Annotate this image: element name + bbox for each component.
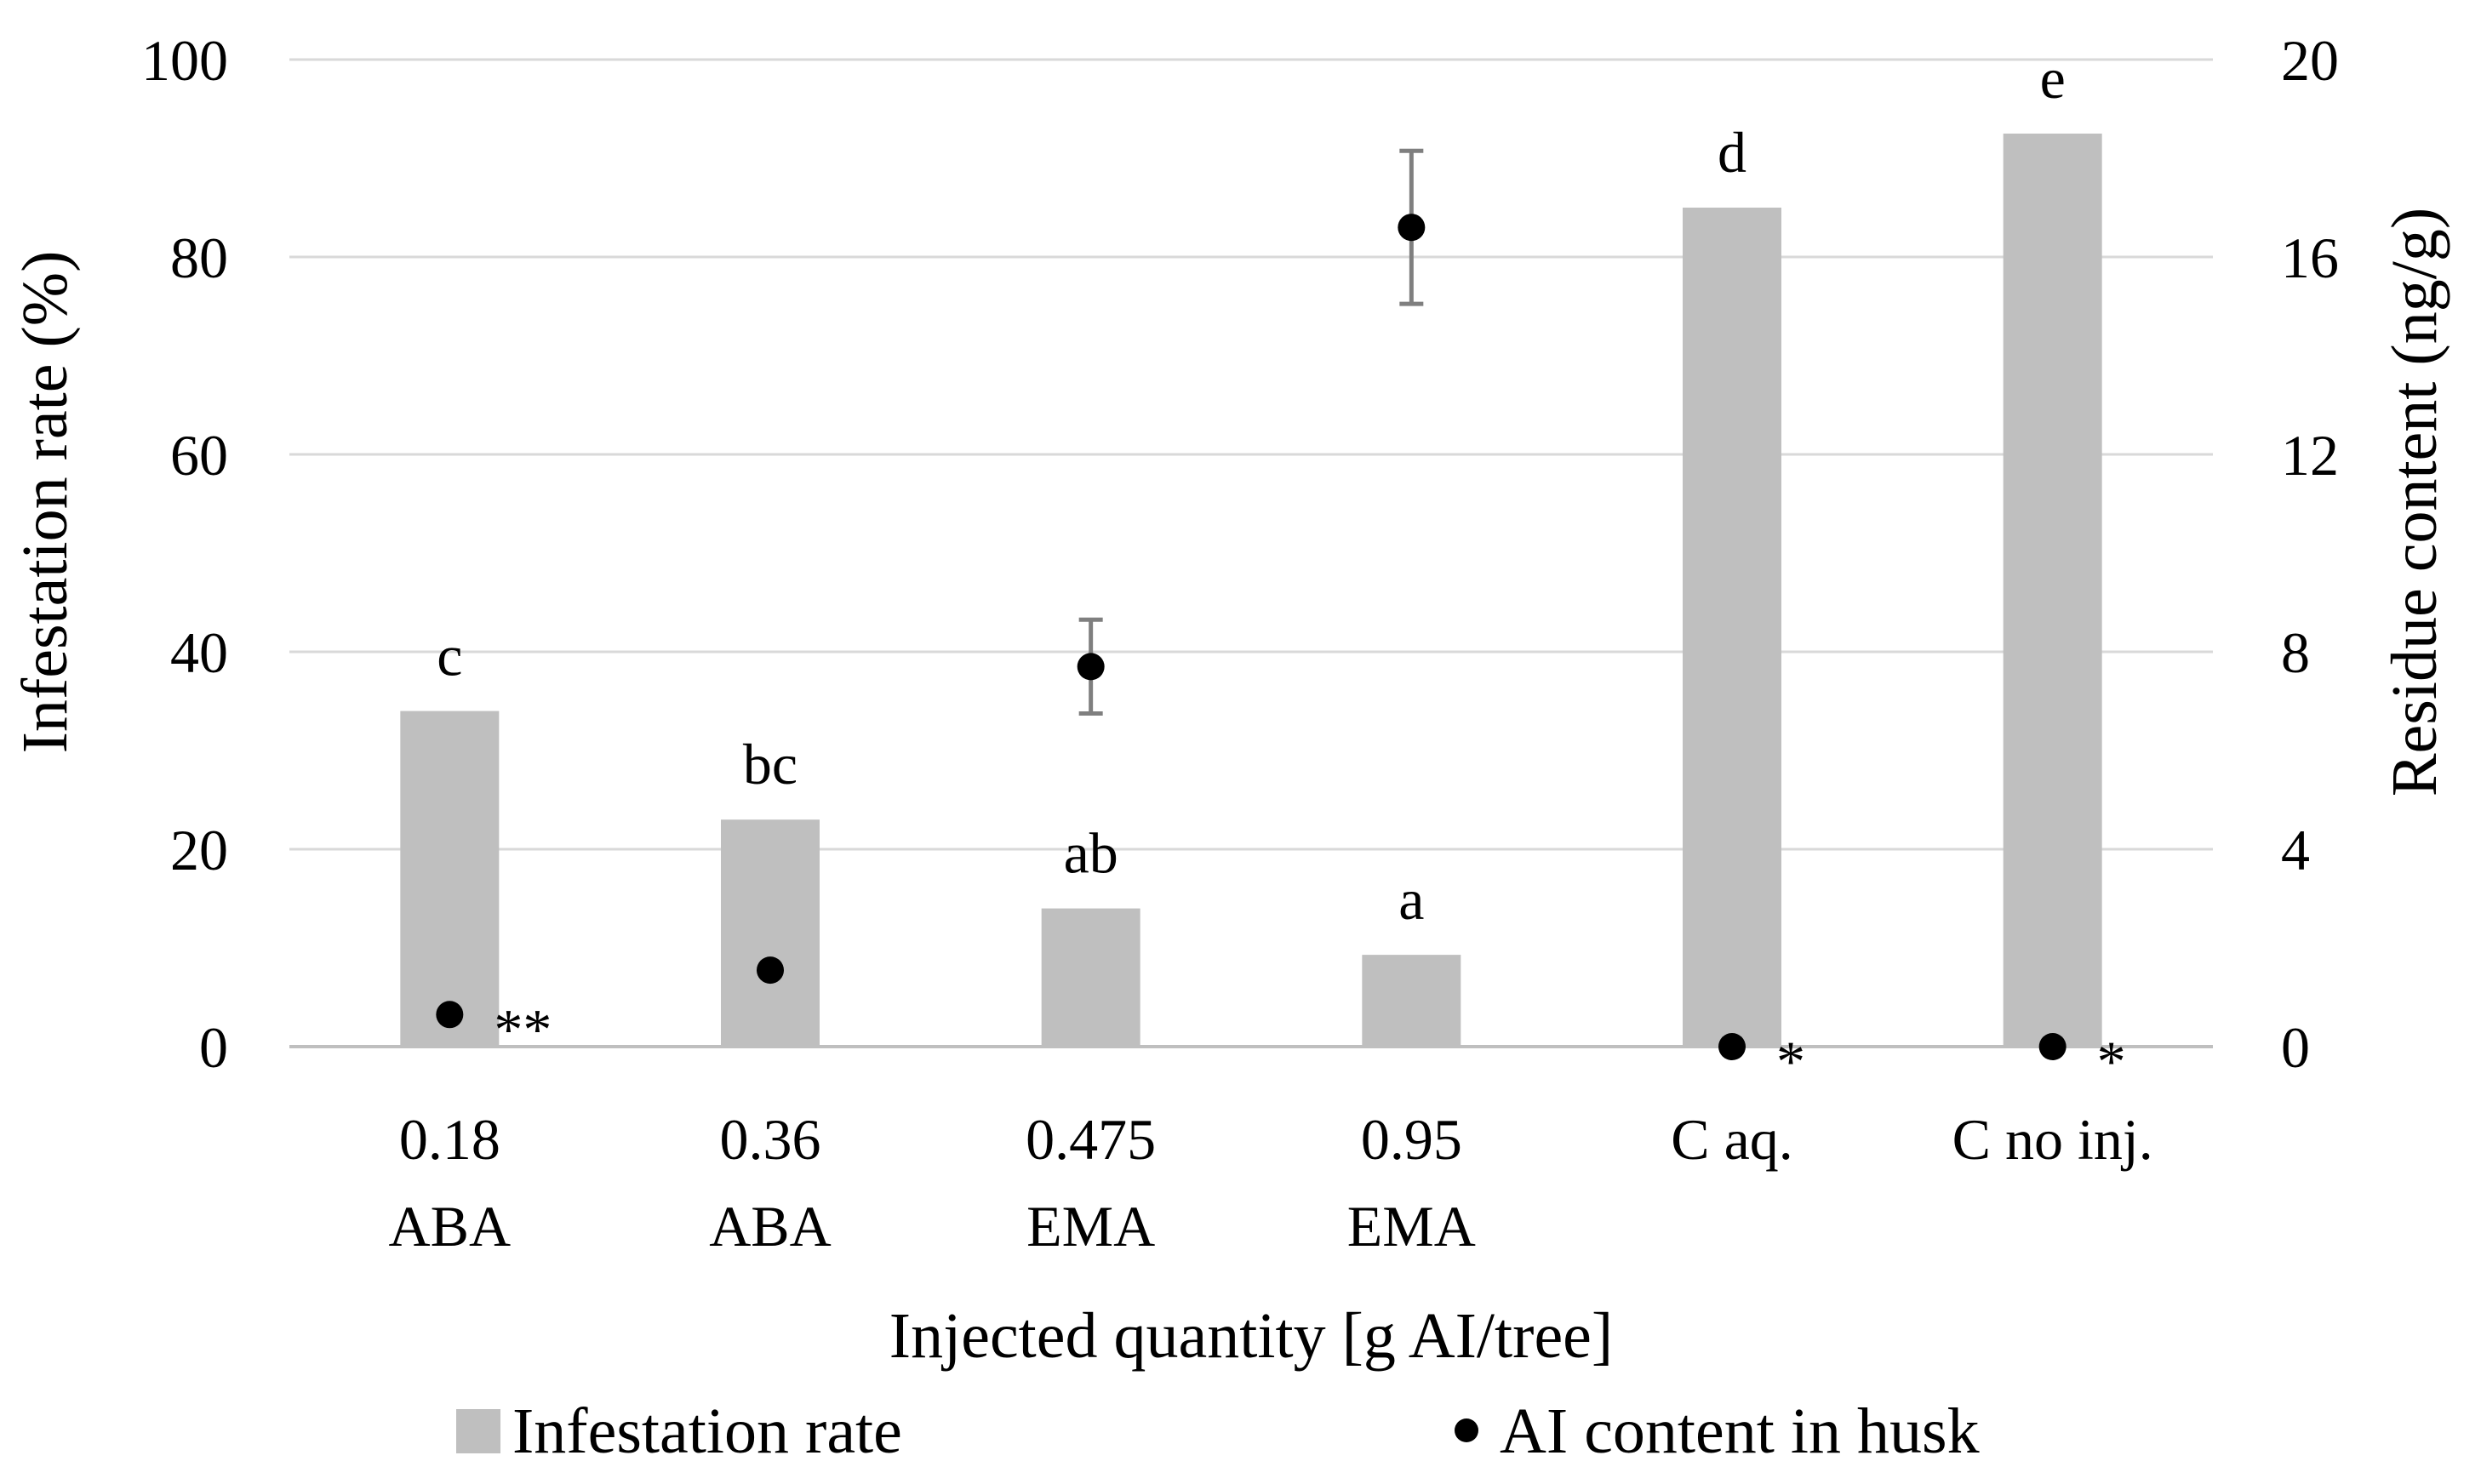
x-tick-label: 0.18: [399, 1107, 500, 1172]
y-tick-label: 20: [170, 818, 228, 882]
data-point: [436, 1001, 464, 1029]
y-axis-title: Infestation rate (%): [9, 251, 81, 754]
legend-swatch-infestation-rate: [456, 1409, 500, 1453]
bar: [721, 819, 820, 1047]
y-tick-label: 80: [170, 225, 228, 290]
y-tick-label: 40: [170, 620, 228, 685]
x-axis-title: Injected quantity [g AI/tree]: [889, 1300, 1613, 1372]
x-tick-label: C aq.: [1671, 1107, 1793, 1172]
x-tick-label: ABA: [389, 1194, 512, 1259]
x-tick-label: 0.475: [1026, 1107, 1156, 1172]
y-right-tick-label: 16: [2281, 225, 2339, 290]
x-tick-label: C no inj.: [1952, 1107, 2153, 1172]
x-tick-label: EMA: [1026, 1194, 1155, 1259]
data-point: [1077, 653, 1105, 681]
y-tick-label: 60: [170, 423, 228, 488]
y-tick-label: 0: [199, 1015, 228, 1080]
x-tick-label: 0.95: [1361, 1107, 1462, 1172]
x-tick-label: ABA: [709, 1194, 832, 1259]
y-right-tick-label: 4: [2281, 818, 2310, 882]
x-tick-label: EMA: [1347, 1194, 1476, 1259]
bar: [1683, 208, 1781, 1047]
gridlines: [289, 58, 2213, 1048]
bar: [2003, 134, 2102, 1047]
significance-letter: bc: [743, 732, 797, 796]
bar: [1041, 908, 1140, 1047]
data-point: [2038, 1033, 2067, 1060]
y-right-tick-label: 20: [2281, 28, 2339, 93]
y-right-tick-label: 12: [2281, 423, 2339, 488]
legend-marker-ai-content: [1455, 1418, 1478, 1442]
y-right-tick-label: 8: [2281, 620, 2310, 685]
labels: 0 20 40 60 80 100 0 4 8 12 16 20 0.18 ABA 0.36 ABA 0.475…: [141, 28, 2339, 1259]
data-point: [757, 956, 784, 985]
data-point: [1398, 214, 1426, 242]
significance-letter: c: [437, 624, 462, 688]
legend-label-infestation-rate: Infestation rate: [512, 1396, 902, 1467]
legend-label-ai-content: AI content in husk: [1500, 1396, 1980, 1467]
point-annotation: *: [2097, 1029, 2126, 1093]
bars: [400, 134, 2102, 1047]
significance-letter: e: [2040, 46, 2066, 111]
y-tick-label: 100: [141, 28, 228, 93]
bar: [1362, 955, 1461, 1047]
legend: Infestation rate AI content in husk: [456, 1396, 1980, 1467]
significance-letter: ab: [1064, 821, 1118, 886]
x-tick-label: 0.36: [720, 1107, 821, 1172]
significance-letter: a: [1398, 867, 1424, 932]
y-right-tick-label: 0: [2281, 1015, 2310, 1080]
points: [436, 148, 2067, 1060]
point-annotation: **: [494, 996, 552, 1061]
significance-letter: d: [1718, 120, 1746, 185]
point-annotation: *: [1776, 1029, 1805, 1093]
y-axis-right-title: Residue content (ng/g): [2379, 208, 2450, 796]
bar: [400, 711, 500, 1047]
data-point: [1718, 1033, 1746, 1060]
